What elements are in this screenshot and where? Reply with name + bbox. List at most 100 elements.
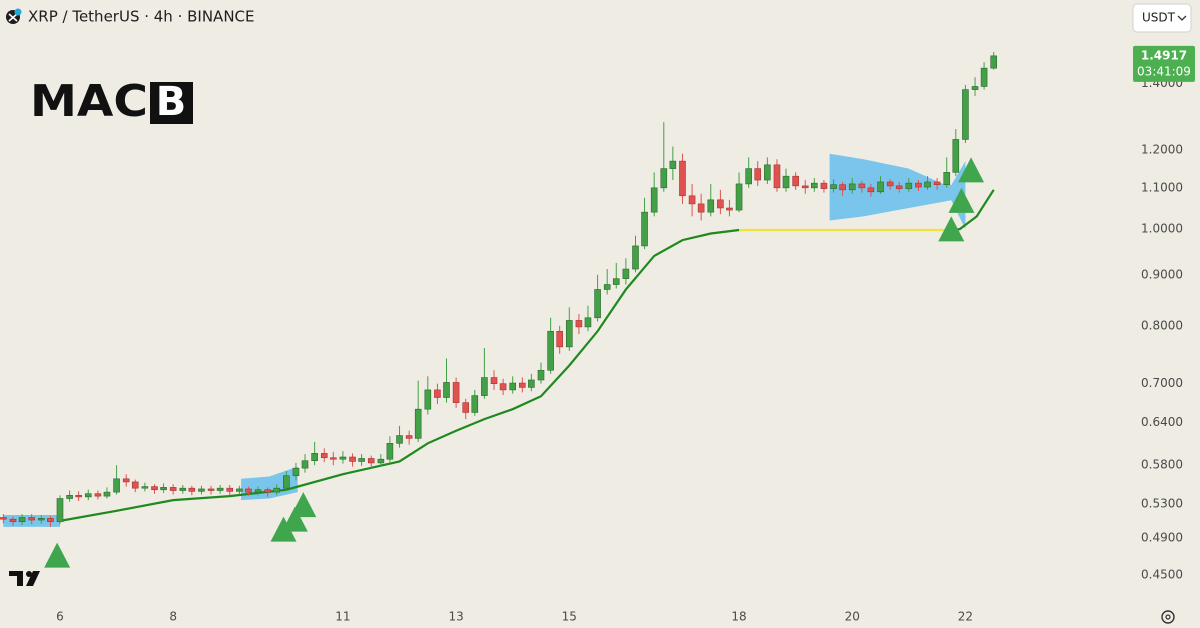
candle-body (905, 182, 913, 189)
signal-triangle (948, 187, 975, 213)
last-price-tag: 1.4917 03:41:09 (1133, 45, 1195, 82)
candle-body (519, 382, 526, 388)
candle-body (688, 195, 696, 205)
candle-body (612, 278, 620, 285)
signal-triangle (958, 157, 985, 183)
signal-triangle (281, 506, 308, 532)
x-tick-label: 6 (56, 610, 64, 624)
candle-body (198, 488, 205, 492)
candle-body (141, 486, 149, 489)
candle-body (66, 495, 73, 499)
x-tick-label: 22 (958, 610, 973, 624)
candle-body (405, 435, 413, 439)
candle-body (499, 383, 507, 391)
candle-body (679, 160, 686, 197)
candle-body (641, 211, 648, 247)
candle-body (320, 453, 328, 459)
settings-icon[interactable] (1161, 610, 1175, 624)
y-tick-label: 0.5300 (1141, 497, 1183, 511)
candle-body (773, 164, 781, 189)
candle-body (735, 183, 743, 211)
candle-body (160, 487, 167, 491)
candle-body (848, 183, 856, 191)
candle-body (377, 458, 385, 464)
signal-triangle (290, 492, 317, 518)
candle-body (434, 389, 441, 398)
candle-body (509, 382, 517, 391)
candle-body (462, 402, 470, 413)
candle-body (481, 377, 488, 396)
candle-body (169, 487, 177, 491)
currency-label[interactable]: USDT (1142, 11, 1176, 25)
candle-body (575, 320, 583, 328)
y-tick-label: 0.4900 (1141, 531, 1183, 545)
countdown: 03:41:09 (1137, 64, 1191, 78)
candle-body (283, 475, 290, 489)
x-tick-label: 15 (562, 610, 577, 624)
signal-triangle (44, 542, 71, 568)
candle-body (943, 172, 951, 186)
candle-body (471, 395, 479, 413)
candle-body (264, 489, 271, 493)
candle-body (339, 456, 347, 460)
y-tick-label: 1.0000 (1141, 222, 1183, 236)
candle-body (867, 187, 875, 193)
candle-body (349, 456, 356, 462)
candle-body (311, 453, 318, 461)
candle-body (895, 185, 903, 189)
candle-body (358, 458, 365, 462)
candle-body (933, 181, 941, 186)
candle-body (886, 181, 894, 187)
candle-body (754, 168, 762, 181)
y-tick-label: 0.9000 (1141, 267, 1183, 281)
trend-line (59, 228, 740, 522)
candle-body (565, 320, 573, 348)
candle-body (650, 187, 658, 213)
candle-body (990, 55, 998, 69)
candle-body (764, 164, 771, 181)
candle-body (330, 457, 337, 460)
candle-body (660, 168, 668, 189)
candle-body (122, 478, 130, 483)
signal-triangle (938, 216, 965, 242)
candle-body (236, 488, 243, 492)
candle-body (980, 67, 988, 87)
x-tick-label: 18 (731, 610, 746, 624)
candle-body (528, 379, 535, 388)
candle-body (94, 493, 102, 497)
candle-body (452, 382, 460, 403)
candle-body (188, 487, 196, 492)
chart-title: XRP / TetherUS · 4h · BINANCE (28, 8, 255, 26)
x-tick-label: 20 (845, 610, 860, 624)
logo: MAC B (30, 76, 193, 127)
candle-body (254, 489, 262, 493)
candle-body (273, 487, 281, 493)
candle-body (584, 317, 592, 328)
currency-select[interactable]: USDT (1132, 3, 1192, 33)
x-tick-label: 13 (448, 610, 463, 624)
candle-body (792, 175, 799, 187)
candle-body (669, 160, 677, 169)
candle-body (216, 487, 224, 491)
candle-body (811, 182, 818, 189)
candle-body (245, 488, 252, 493)
candle-body (131, 481, 139, 489)
candle-body (556, 330, 563, 348)
candle-body (47, 518, 54, 523)
y-tick-label: 0.8000 (1141, 318, 1183, 332)
candle-body (632, 245, 639, 270)
candle-body (103, 491, 111, 497)
logo-text: MAC (30, 76, 148, 127)
candle-body (38, 518, 45, 521)
candle-body (707, 199, 715, 213)
x-tick-label: 8 (169, 610, 177, 624)
candle-body (301, 460, 309, 469)
tv-symbol-icon (6, 8, 22, 24)
candle-body (9, 518, 17, 523)
candle-body (801, 185, 809, 189)
candle-body (745, 168, 752, 185)
candle-body (547, 330, 554, 371)
candle-body (915, 182, 922, 188)
last-price-box (1133, 45, 1195, 82)
candle-body (226, 487, 234, 492)
